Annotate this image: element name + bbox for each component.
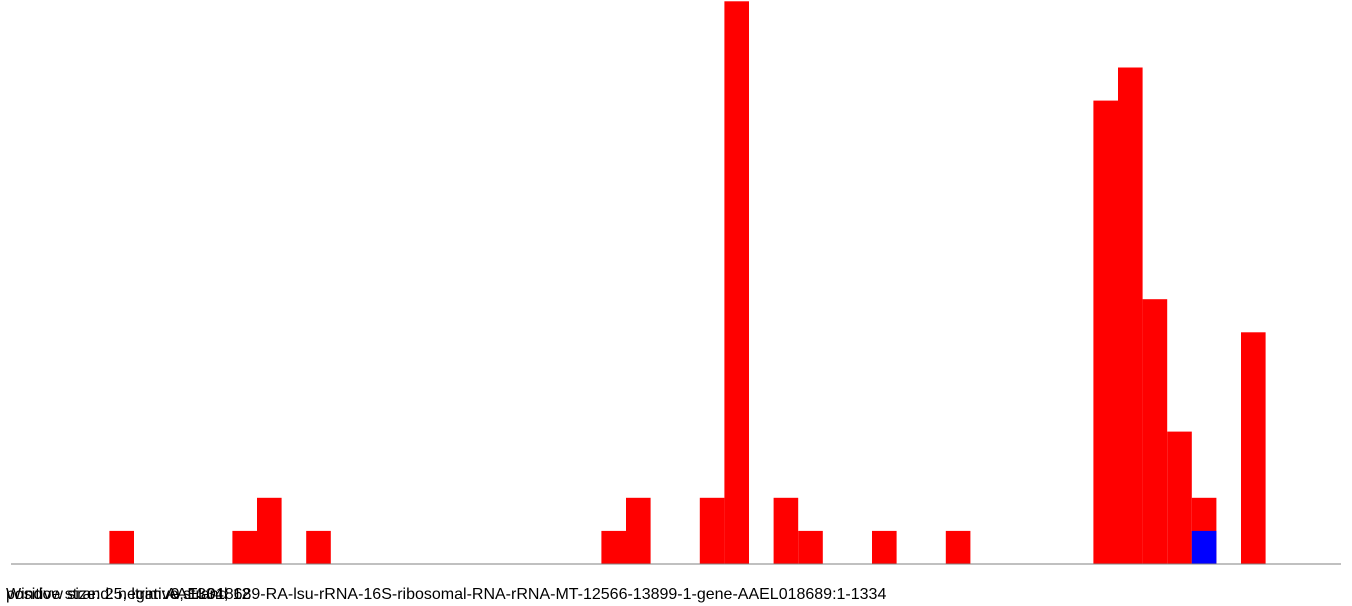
bars-layer — [109, 1, 1266, 565]
bar-series0-bin-12 — [306, 530, 331, 564]
bar-series1-bin-48 — [1191, 530, 1217, 564]
bar-series0-bin-9 — [232, 530, 257, 564]
bar-series0-bin-4 — [109, 530, 134, 564]
bar-series0-bin-29 — [724, 1, 749, 565]
bar-series0-bin-10 — [257, 497, 282, 564]
bar-series0-bin-47 — [1167, 431, 1192, 564]
bar-series0-bin-24 — [601, 530, 626, 564]
sequence-id-label: AAEL018689-RA-lsu-rRNA-16S-ribosomal-RNA… — [166, 586, 886, 603]
bar-series0-bin-45 — [1118, 67, 1143, 564]
bar-series0-bin-28 — [699, 497, 725, 564]
bar-series0-bin-44 — [1093, 100, 1118, 564]
bar-series0-bin-38 — [945, 530, 971, 564]
strand-label: positive strand: negative strand — [6, 586, 227, 603]
window-size-label: Window size: 25, ltrim: 0, 1334, 12 — [6, 586, 251, 603]
bar-series0-bin-31 — [773, 497, 799, 564]
bar-series0-bin-46 — [1142, 299, 1168, 564]
bar-series0-bin-35 — [872, 530, 897, 564]
bar-series0-bin-50 — [1241, 332, 1266, 564]
bar-series0-bin-25 — [626, 497, 651, 564]
bar-series0-bin-32 — [798, 530, 823, 564]
